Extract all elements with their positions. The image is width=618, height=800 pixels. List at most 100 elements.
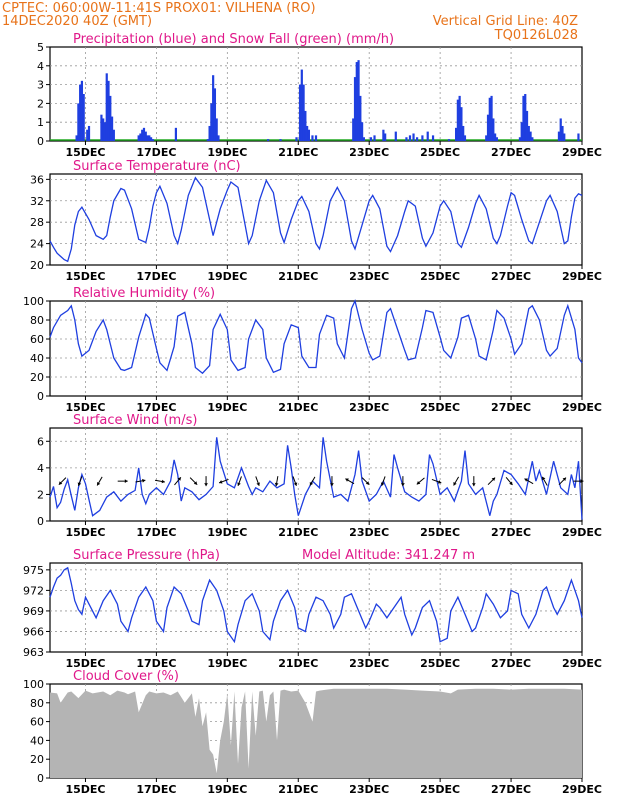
x-tick-label: 23DEC [349, 657, 389, 670]
precip-bar [559, 118, 562, 141]
precip-bar [298, 84, 302, 141]
precip-bar [304, 110, 307, 141]
precip-bar [531, 137, 534, 141]
y-tick-label: 20 [30, 259, 44, 272]
precip-bar [300, 69, 303, 141]
precip-bar [146, 135, 149, 141]
x-tick-label: 21DEC [278, 526, 318, 539]
y-tick-label: 2 [37, 488, 44, 501]
wind-arrow [401, 476, 405, 487]
x-tick-label: 21DEC [278, 270, 318, 283]
x-tick-label: 29DEC [562, 526, 602, 539]
panel-pres: Surface Pressure (hPa) Model Altitude: 34… [23, 548, 602, 670]
wind-arrow-head [142, 478, 146, 483]
y-tick-label: 40 [30, 734, 44, 747]
wind-arrow [77, 476, 83, 487]
x-tick-label: 23DEC [349, 783, 389, 796]
wind-arrow [237, 476, 242, 487]
panel-temp: Surface Temperature (nC) 20 24 28 32 36 15DEC 1… [30, 159, 602, 283]
wind-arrow-head [562, 477, 566, 481]
precip-bar [488, 97, 491, 141]
y-tick-label: 972 [23, 584, 44, 597]
precip-bar [151, 139, 154, 141]
wind-arrow-head [97, 482, 101, 486]
precip-bar [486, 114, 490, 141]
wind-arrow [573, 479, 584, 483]
wind-arrow [58, 477, 67, 486]
x-tick-label: 21DEC [278, 401, 318, 414]
x-tick-label: 17DEC [136, 146, 176, 159]
precip-bar [520, 122, 523, 141]
precip-bar [139, 133, 142, 141]
x-tick-label: 25DEC [420, 146, 460, 159]
panel-precip: Precipitation (blue) and Snow Fall (gree… [37, 32, 602, 159]
y-tick-label: 100 [23, 678, 44, 691]
x-tick-label: 19DEC [207, 270, 247, 283]
precip-bar [137, 135, 140, 141]
wind-arrow-head [345, 478, 349, 482]
panel-wind: Surface Wind (m/s) 0 2 4 6 15DEC 17DEC 19DEC 21D… [37, 413, 602, 539]
precip-bar [103, 122, 107, 141]
wind-arrow-head [472, 483, 476, 487]
wind-arrow [416, 477, 425, 485]
y-tick-label: 6 [37, 435, 44, 448]
wind-arrow [292, 476, 298, 487]
x-tick-label: 25DEC [420, 657, 460, 670]
header-grid-line: Vertical Grid Line: 40Z [433, 14, 578, 29]
precip-bar [174, 127, 178, 141]
precip-bar [454, 127, 458, 141]
precip-bar [494, 133, 497, 141]
precip-bar [492, 118, 495, 141]
y-tick-label: 100 [23, 295, 44, 308]
precip-bar [412, 133, 415, 141]
x-tick-label: 29DEC [562, 657, 602, 670]
panel-cloud: Cloud Cover (%) 0 20 40 60 80 100 15DEC 17DEC 19D… [23, 669, 602, 796]
x-tick-label: 17DEC [136, 401, 176, 414]
wind-arrow-head [437, 480, 442, 484]
wind-arrow-head [365, 481, 370, 485]
x-tick-label: 15DEC [65, 783, 105, 796]
wind-arrow [541, 476, 548, 486]
wind-arrow-head [330, 483, 334, 487]
x-tick-label: 17DEC [136, 270, 176, 283]
precip-bar [87, 125, 91, 141]
x-tick-label: 19DEC [207, 783, 247, 796]
precip-bar [107, 80, 110, 141]
wind-arrow [361, 477, 370, 486]
x-tick-label: 29DEC [562, 783, 602, 796]
precip-bar [105, 73, 108, 141]
x-tick-label: 27DEC [491, 657, 531, 670]
frame [49, 46, 583, 142]
wind-arrow [453, 476, 460, 486]
x-tick-label: 27DEC [491, 270, 531, 283]
precip-bar [75, 135, 78, 141]
precip-bar [431, 135, 435, 141]
wind-arrow-head [58, 481, 63, 485]
x-tick-label: 27DEC [491, 146, 531, 159]
y-tick-label: 963 [23, 646, 44, 659]
pres-line [49, 566, 583, 644]
wind-arrow [472, 476, 476, 487]
precip-bar [352, 118, 355, 141]
cloud-area [50, 688, 582, 778]
precip-bar [355, 62, 358, 141]
frame [49, 562, 583, 653]
wind-arrow [189, 477, 198, 486]
precip-bar [295, 137, 298, 141]
x-tick-label: 19DEC [207, 146, 247, 159]
title: Surface Pressure (hPa) [73, 548, 220, 563]
precip-bar [522, 95, 525, 141]
wind-arrow-head [542, 476, 546, 481]
precip-bar [112, 129, 115, 141]
y-tick-label: 1 [37, 116, 44, 129]
precip-bar [279, 139, 282, 141]
y-tick-label: 5 [37, 41, 44, 54]
precip-bar [485, 135, 488, 141]
precip-bar [527, 125, 530, 141]
y-tick-label: 60 [30, 333, 44, 346]
precip-bar [495, 137, 498, 141]
precip-bar [314, 135, 318, 141]
x-tick-label: 27DEC [491, 401, 531, 414]
x-tick-label: 19DEC [207, 526, 247, 539]
x-tick-label: 15DEC [65, 657, 105, 670]
